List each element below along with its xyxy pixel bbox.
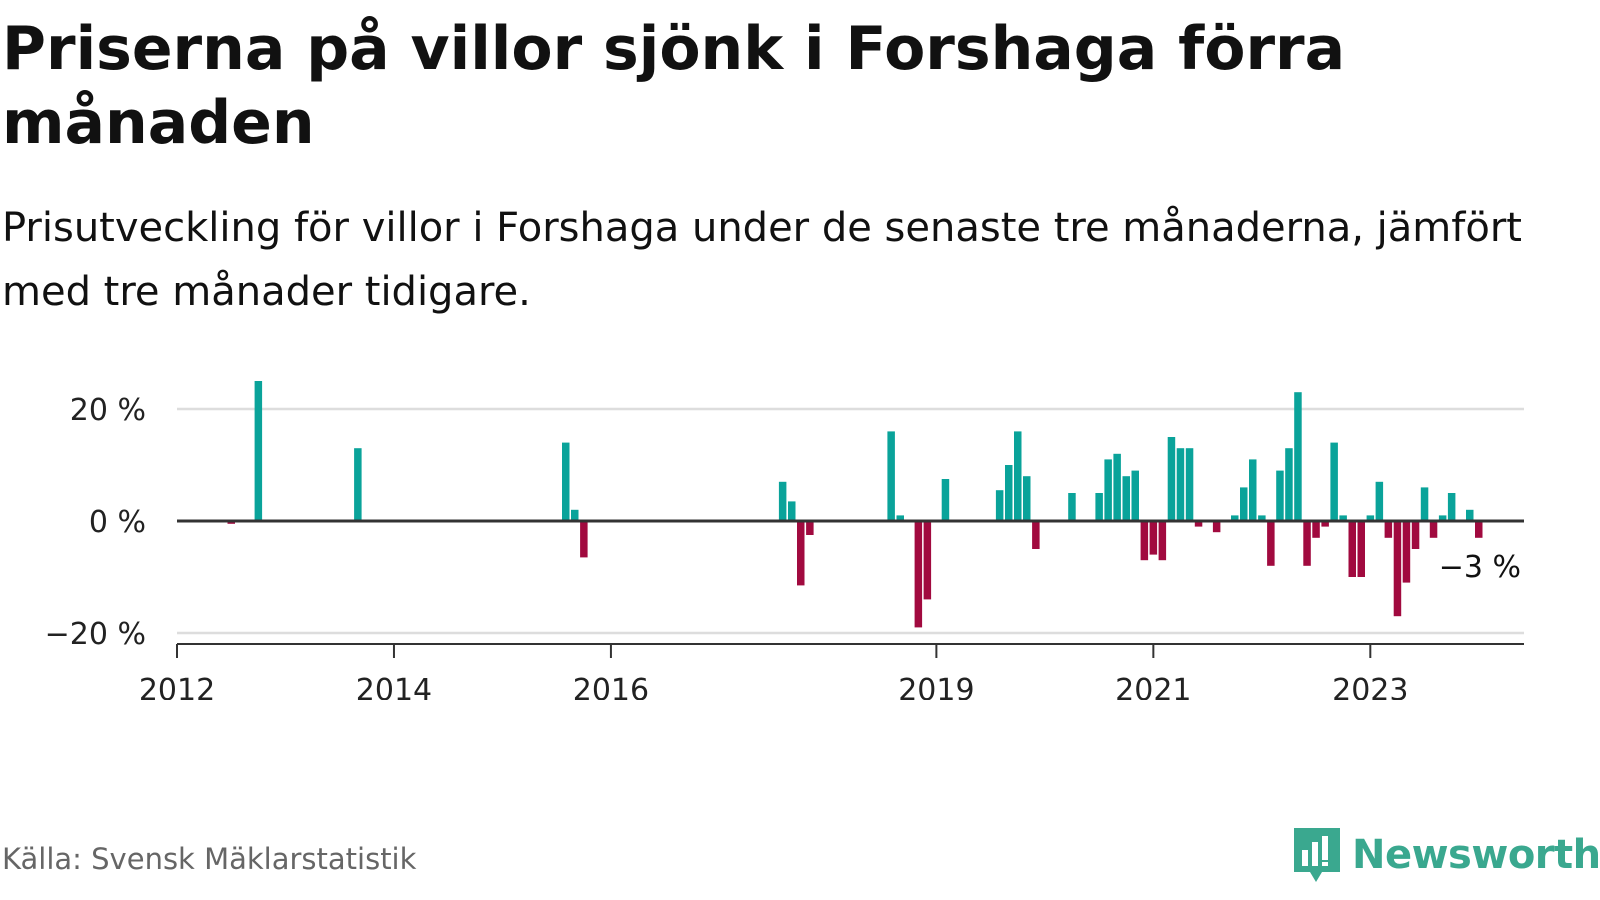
chart-bar	[1194, 521, 1203, 527]
chart-bar	[1158, 521, 1167, 561]
chart-bar	[1267, 521, 1275, 566]
chart-bar	[1438, 515, 1447, 521]
chart-bar	[562, 442, 570, 521]
newsworthy-logo[interactable]: Newsworthy	[1292, 826, 1600, 884]
chart-bar	[354, 448, 362, 521]
chart-title: Priserna på villor sjönk i Forshaga förr…	[2, 14, 1346, 158]
chart-bar	[571, 509, 579, 521]
chart-bar	[1276, 470, 1284, 521]
newsworthy-logo-icon	[1294, 828, 1340, 882]
chart-bar	[1393, 521, 1402, 617]
chart-bar	[1348, 521, 1356, 577]
chart-bar	[788, 501, 796, 521]
chart-bar	[806, 521, 814, 535]
x-tick-label: 2014	[356, 673, 432, 700]
chart-bar	[941, 479, 950, 521]
chart-bar	[1466, 509, 1474, 521]
chart-bar	[1420, 487, 1429, 521]
y-tick-label: 0 %	[89, 505, 146, 540]
chart-bar	[1258, 515, 1266, 521]
chart-bar	[1303, 521, 1311, 566]
last-value-label: −3 %	[1439, 550, 1521, 585]
chart-bar	[1240, 487, 1248, 521]
x-tick-label: 2023	[1332, 673, 1408, 700]
chart-bar	[1411, 521, 1420, 549]
chart-bar	[1131, 470, 1139, 521]
newsworthy-logo-text: Newsworthy	[1352, 832, 1600, 878]
chart-bar	[1032, 521, 1040, 549]
chart-bar	[1005, 465, 1013, 521]
chart-bar	[1294, 392, 1302, 521]
chart-bar	[1140, 521, 1149, 561]
chart-bar	[1149, 521, 1158, 555]
chart-bar	[1068, 493, 1076, 521]
bar-layer	[227, 381, 1483, 628]
label-layer: 20 % 0 % −20 % 2012 2014 2016 2019 2021 2023 −3 %	[45, 393, 1521, 700]
chart-bar	[896, 515, 904, 521]
chart-bar	[1366, 515, 1375, 521]
chart-bar	[254, 381, 263, 521]
chart-bar	[1321, 521, 1329, 527]
bar-chart: 20 % 0 % −20 % 2012 2014 2016 2019 2021 2023 −3 %	[45, 381, 1524, 700]
chart-bar	[797, 521, 805, 586]
chart-bar	[1023, 476, 1031, 521]
x-tick-label: 2019	[898, 673, 974, 700]
chart-bar	[580, 521, 588, 558]
chart-bar	[914, 521, 923, 628]
chart-bar	[1185, 448, 1194, 521]
source-note: Källa: Svensk Mäklarstatistik	[2, 842, 417, 876]
chart-bar	[1014, 431, 1022, 521]
chart-bar	[1231, 515, 1239, 521]
chart-bar	[995, 490, 1004, 521]
chart-subtitle: Prisutveckling för villor i Forshaga und…	[2, 205, 1522, 315]
chart-bar	[1375, 481, 1384, 521]
chart-bar	[778, 481, 787, 521]
chart-bar	[1402, 521, 1411, 583]
chart-bar	[1249, 459, 1257, 521]
chart-bar	[1339, 515, 1347, 521]
x-tick-label: 2016	[573, 673, 649, 700]
chart-bar	[923, 521, 932, 600]
chart-bar	[1384, 521, 1393, 538]
axis-layer	[176, 519, 1524, 658]
chart-bar	[887, 431, 895, 521]
chart-bar	[1095, 493, 1103, 521]
chart-bar	[1167, 437, 1176, 521]
chart-bar	[1285, 448, 1293, 521]
chart-bar	[1212, 521, 1221, 533]
chart-bar	[1104, 459, 1112, 521]
chart-bar	[1475, 521, 1483, 538]
chart-bar	[1330, 442, 1338, 521]
chart-bar	[1122, 476, 1130, 521]
y-tick-label: 20 %	[70, 393, 146, 428]
chart-bar	[1113, 453, 1121, 521]
x-tick-label: 2012	[139, 673, 215, 700]
x-tick-label: 2021	[1115, 673, 1191, 700]
chart-bar	[1447, 493, 1456, 521]
chart-bar	[1176, 448, 1185, 521]
y-tick-label: −20 %	[45, 617, 146, 652]
chart-bar	[1357, 521, 1365, 577]
chart-bar	[1429, 521, 1438, 538]
chart-bar	[1312, 521, 1320, 538]
